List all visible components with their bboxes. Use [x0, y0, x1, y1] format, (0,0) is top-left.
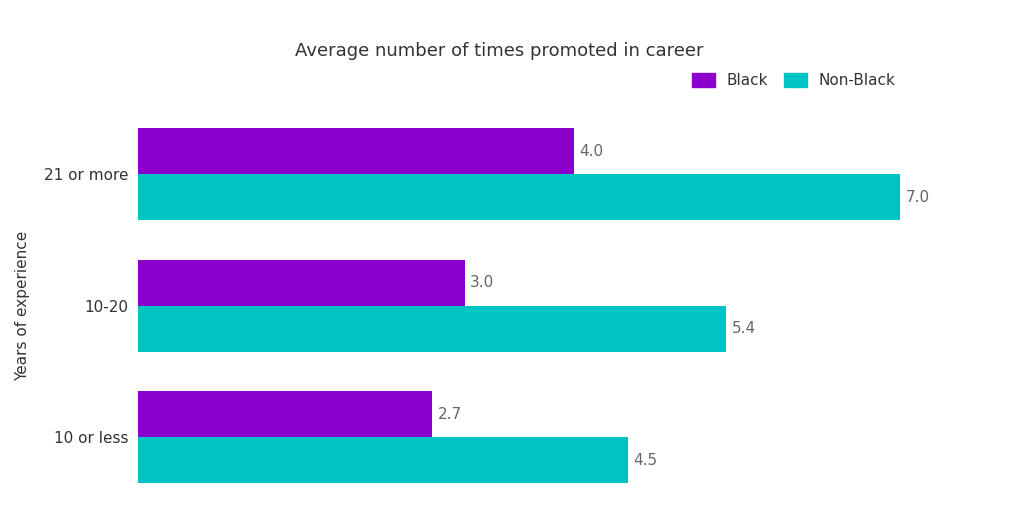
Y-axis label: Years of experience: Years of experience	[15, 231, 30, 381]
Text: 4.5: 4.5	[634, 453, 657, 467]
Bar	[138, 437, 628, 483]
Bar	[138, 391, 432, 437]
Bar	[138, 260, 465, 305]
Text: 4.0: 4.0	[579, 144, 603, 159]
Legend: Black, Non-Black: Black, Non-Black	[686, 67, 902, 94]
Text: Average number of times promoted in career: Average number of times promoted in care…	[295, 42, 703, 60]
Text: 5.4: 5.4	[731, 321, 756, 336]
Text: 7.0: 7.0	[905, 190, 930, 205]
Text: 2.7: 2.7	[437, 407, 462, 422]
Bar	[138, 174, 900, 220]
Text: 3.0: 3.0	[470, 275, 495, 290]
Bar	[138, 128, 573, 174]
Bar	[138, 305, 726, 352]
